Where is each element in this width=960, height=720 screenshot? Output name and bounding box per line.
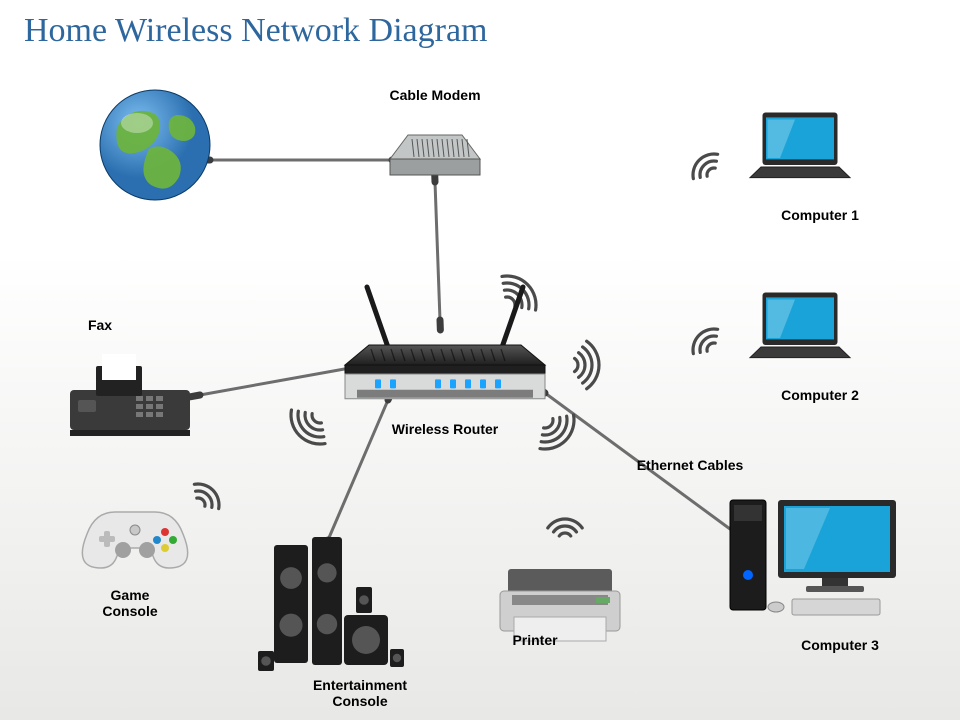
speakers-icon: EntertainmentConsole (258, 537, 407, 709)
wifi-signal-icon (687, 148, 723, 184)
wireless-router-icon: Wireless Router (345, 287, 545, 437)
router-label: Wireless Router (392, 421, 499, 437)
cable (435, 182, 440, 320)
wifi-signal-icon (687, 323, 723, 359)
wifi-signal-icon (548, 519, 582, 536)
cable-tip (324, 540, 328, 549)
desktop-icon: Computer 3 (730, 500, 896, 653)
diagram-canvas: Home Wireless Network Diagram Wireless R… (0, 0, 960, 720)
eth_label-icon: Ethernet Cables (637, 457, 744, 473)
fax-label: Fax (88, 317, 112, 333)
fax-icon: Fax (70, 317, 190, 436)
cable (545, 393, 745, 540)
cable-tip (190, 395, 200, 397)
wifi-signal-icon (531, 406, 582, 457)
printer-icon: Printer (500, 569, 620, 648)
cable-tip (537, 387, 545, 393)
cable-tip (745, 540, 753, 546)
modem-icon: Cable Modem (389, 87, 480, 175)
wifi-signal-icon (283, 401, 334, 452)
connections-layer: Wireless Router Cable Modem Computer 1 Comp… (0, 0, 960, 720)
wifi-signal-icon (493, 268, 544, 319)
wifi-signal-icon (189, 478, 225, 514)
cable (328, 400, 388, 540)
eth_label-label: Ethernet Cables (637, 457, 744, 473)
speakers-label: EntertainmentConsole (313, 677, 407, 709)
modem-label: Cable Modem (389, 87, 480, 103)
wifi-signal-icon (575, 341, 599, 389)
laptop2-label: Computer 2 (781, 387, 859, 403)
cable-tip (388, 391, 392, 400)
laptop1-label: Computer 1 (781, 207, 859, 223)
cable (200, 368, 350, 395)
globe-icon (100, 90, 210, 200)
laptop1-icon: Computer 1 (750, 113, 859, 224)
gamepad-label: GameConsole (102, 587, 157, 619)
laptop2-icon: Computer 2 (750, 293, 859, 404)
desktop-label: Computer 3 (801, 637, 879, 653)
page-title: Home Wireless Network Diagram (24, 12, 487, 50)
gamepad-icon: GameConsole (82, 512, 187, 619)
cable-tip (350, 366, 360, 368)
printer-label: Printer (512, 632, 558, 648)
